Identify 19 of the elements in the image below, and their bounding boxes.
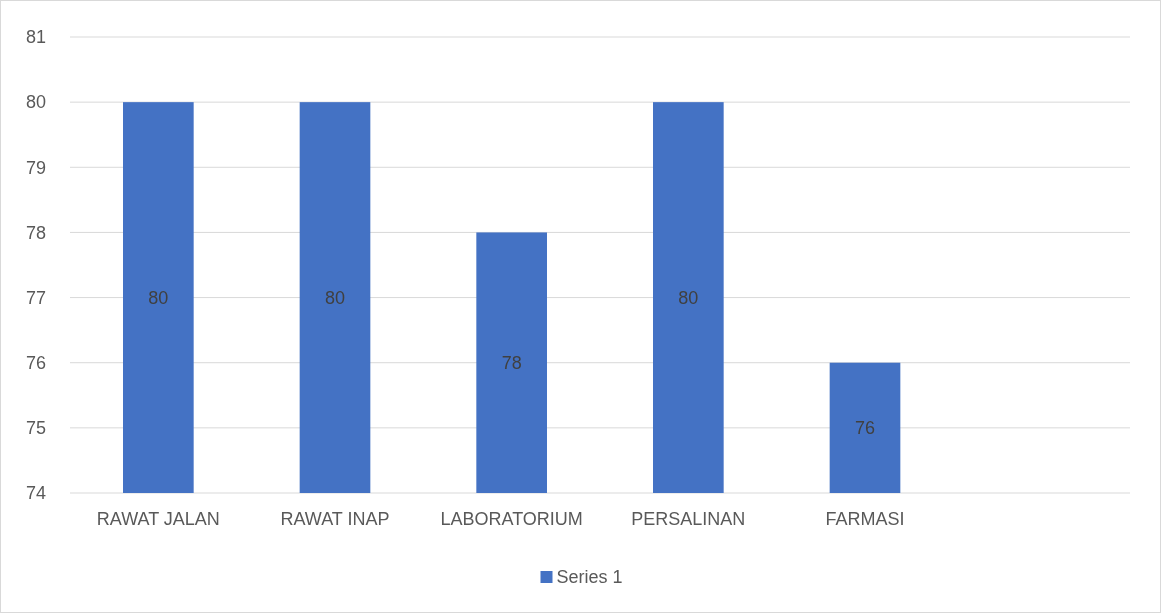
y-tick-label: 79 <box>25 157 46 178</box>
data-label: 76 <box>854 418 876 439</box>
legend-label: Series 1 <box>556 567 623 588</box>
x-tick-label: PERSALINAN <box>631 509 746 529</box>
data-label: 78 <box>501 353 522 374</box>
y-tick-label: 74 <box>25 483 46 504</box>
x-tick-label: FARMASI <box>825 509 905 529</box>
x-tick-label: RAWAT JALAN <box>96 509 220 529</box>
data-label: 80 <box>148 287 169 308</box>
y-tick-label: 80 <box>25 92 46 113</box>
x-tick-label: LABORATORIUM <box>440 509 583 529</box>
y-tick-label: 78 <box>25 222 46 243</box>
y-tick-label: 76 <box>25 353 46 374</box>
y-tick-label: 77 <box>25 287 46 308</box>
y-tick-label: 75 <box>25 418 46 439</box>
data-label: 80 <box>324 287 346 308</box>
y-tick-label: 81 <box>25 27 46 48</box>
data-label: 80 <box>678 287 699 308</box>
x-tick-label: RAWAT INAP <box>280 509 390 529</box>
